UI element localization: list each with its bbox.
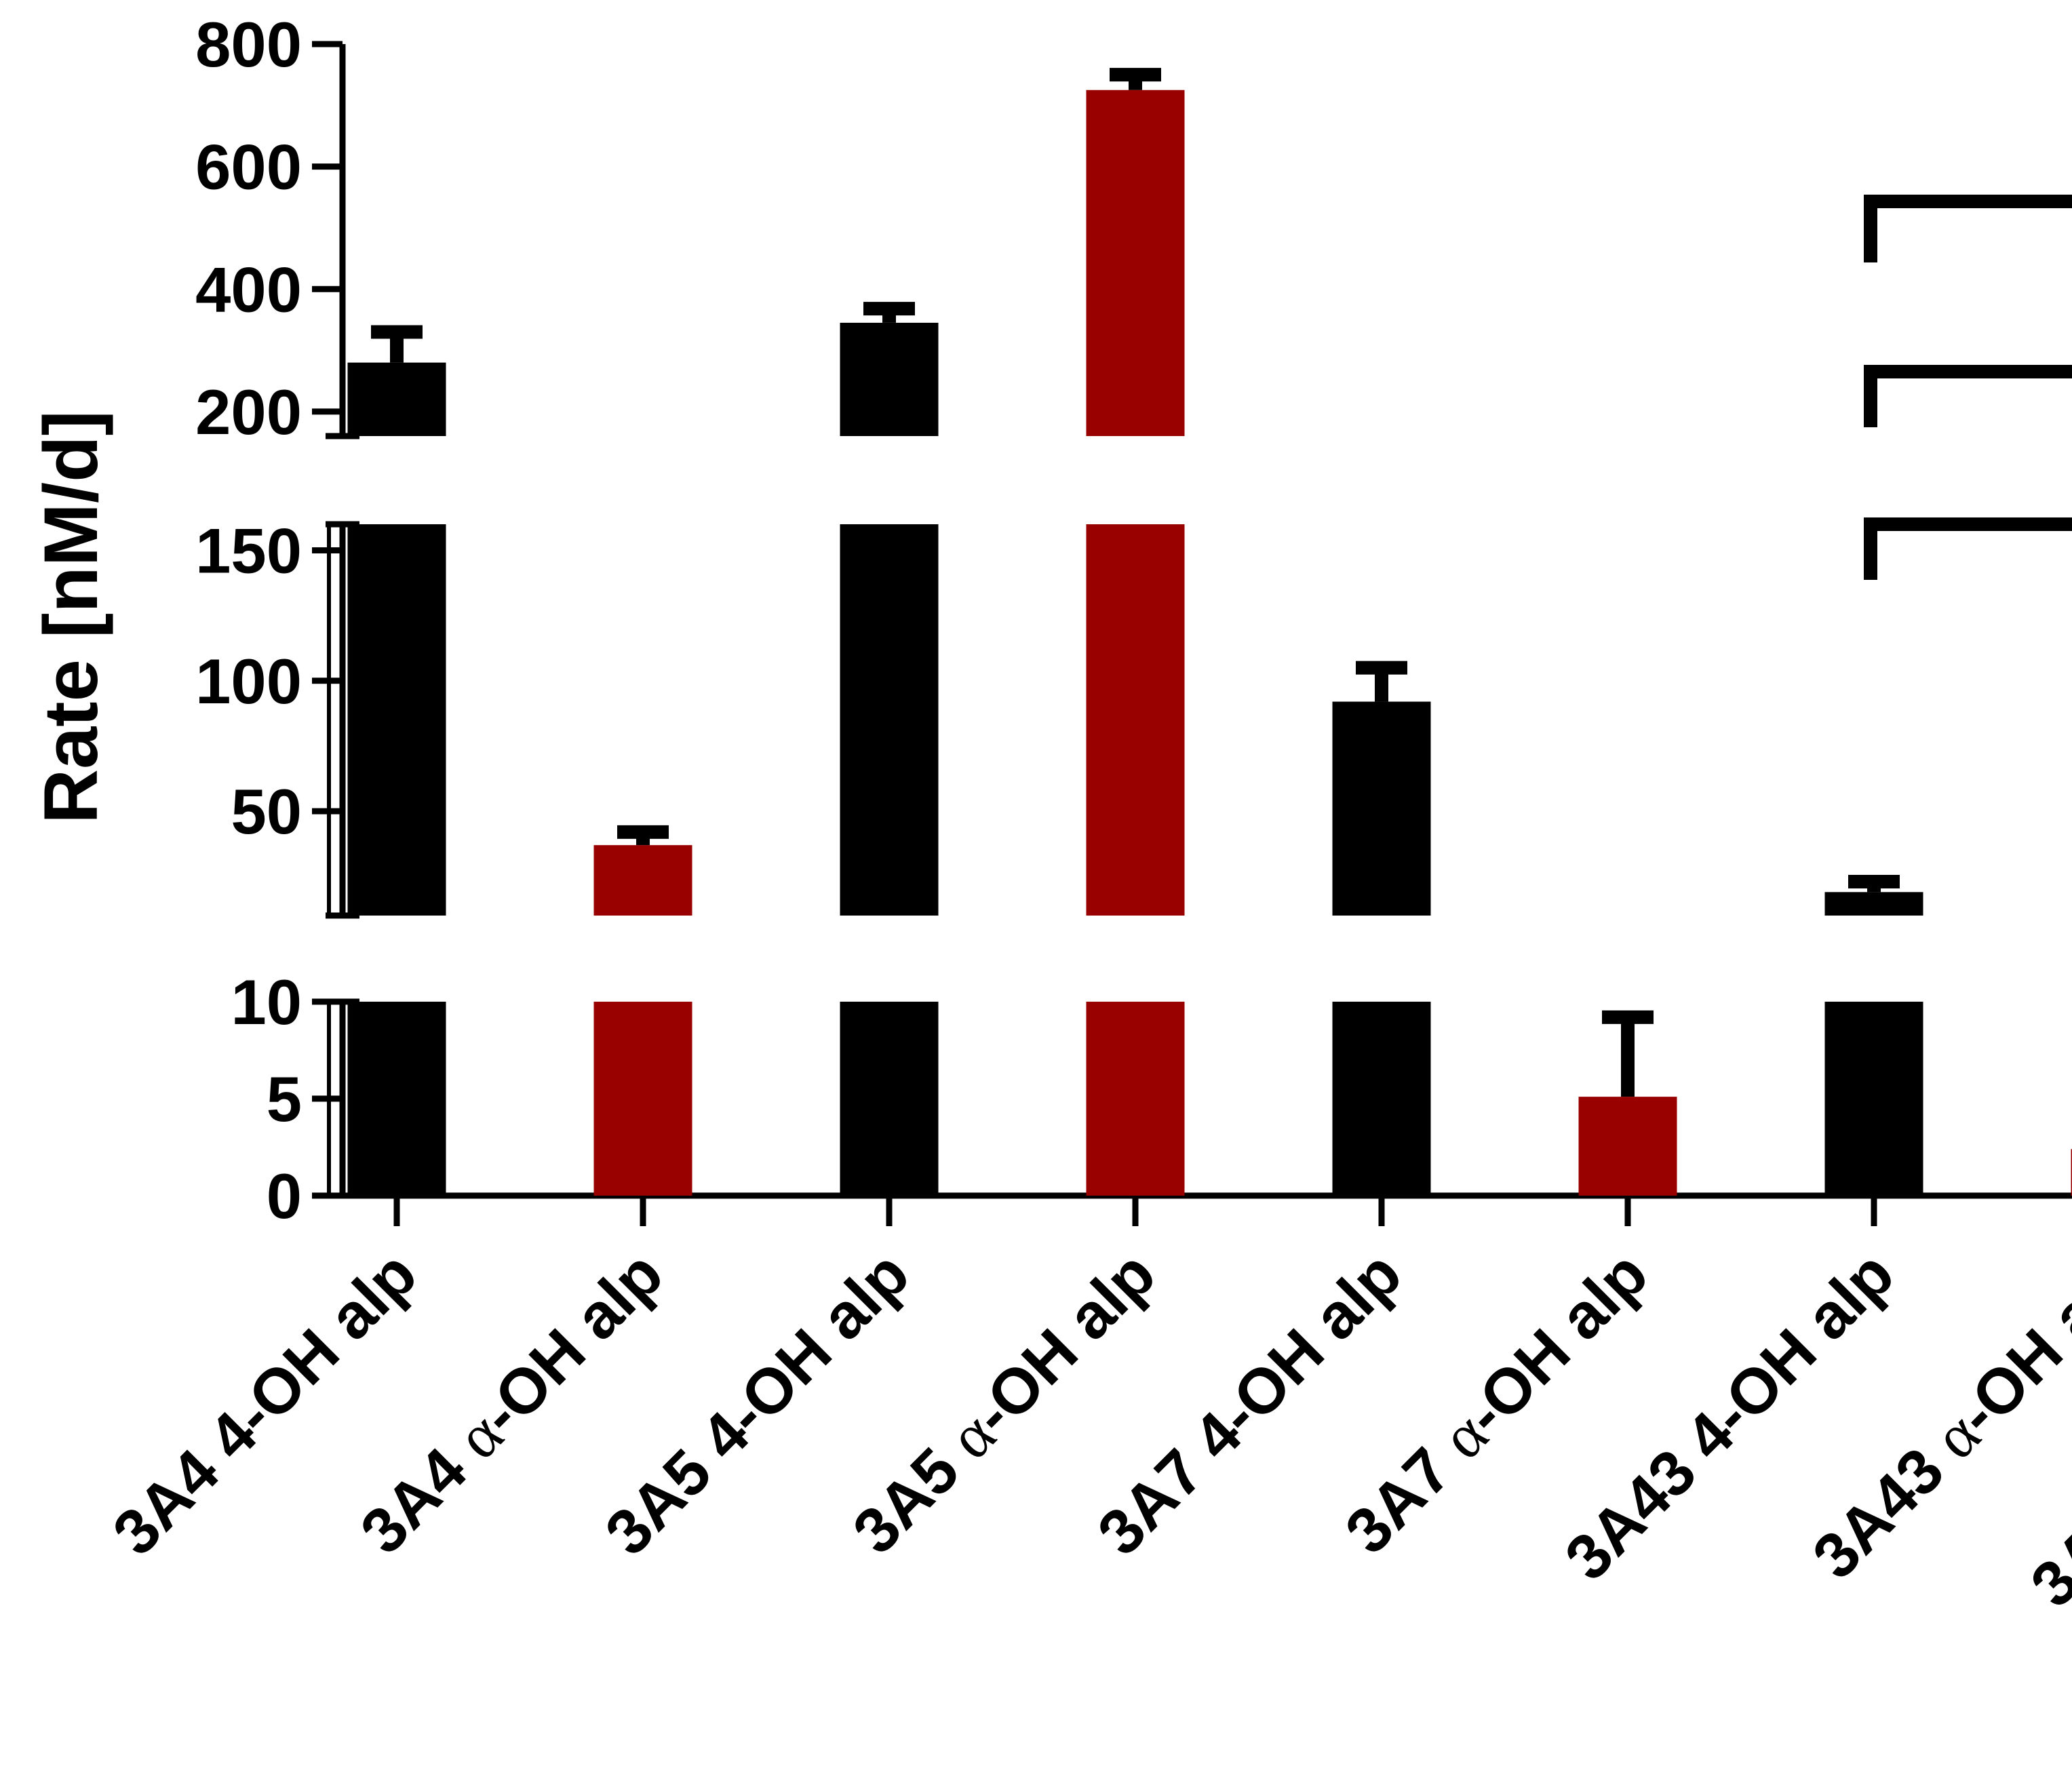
- y-tick-label: 10: [231, 966, 302, 1038]
- significance-bracket: [1864, 195, 2072, 262]
- significance-bracket: [1864, 365, 2072, 427]
- axes: [312, 41, 2072, 1226]
- y-tick-label: 100: [195, 646, 302, 717]
- bar: [593, 845, 692, 916]
- bar: [1578, 1097, 1677, 1196]
- bar: [1086, 90, 1185, 436]
- y-axis-title: Rate [nM/d]: [28, 410, 113, 824]
- significance-brackets: *****ns: [1864, 195, 2072, 580]
- y-tick-label: 800: [195, 9, 302, 80]
- bars: [347, 90, 2072, 1196]
- bar: [1086, 1002, 1185, 1196]
- bar: [347, 362, 446, 436]
- bar: [840, 1002, 939, 1196]
- y-tick-label: 400: [195, 254, 302, 325]
- bar: [1086, 524, 1185, 916]
- bar: [347, 1002, 446, 1196]
- y-tick-label: 200: [195, 376, 302, 448]
- y-tick-label: 5: [267, 1063, 302, 1135]
- significance-bracket: [1864, 517, 2072, 580]
- error-bars: [371, 68, 1900, 1097]
- y-tick-label: 150: [195, 515, 302, 586]
- bar: [1824, 1002, 1923, 1196]
- bar: [840, 322, 939, 436]
- y-tick-label: 600: [195, 132, 302, 203]
- y-tick-labels: 0 5 10 50 100 150 200 400 600 800: [195, 9, 302, 1232]
- y-tick-label: 50: [231, 776, 302, 847]
- bar: [840, 524, 939, 916]
- bar: [2071, 1149, 2072, 1196]
- bar: [347, 524, 446, 916]
- bar: [593, 1002, 692, 1196]
- bar: [1332, 701, 1431, 916]
- bar: [1332, 1002, 1431, 1196]
- bar: [1824, 892, 1923, 916]
- y-tick-label: 0: [267, 1160, 302, 1232]
